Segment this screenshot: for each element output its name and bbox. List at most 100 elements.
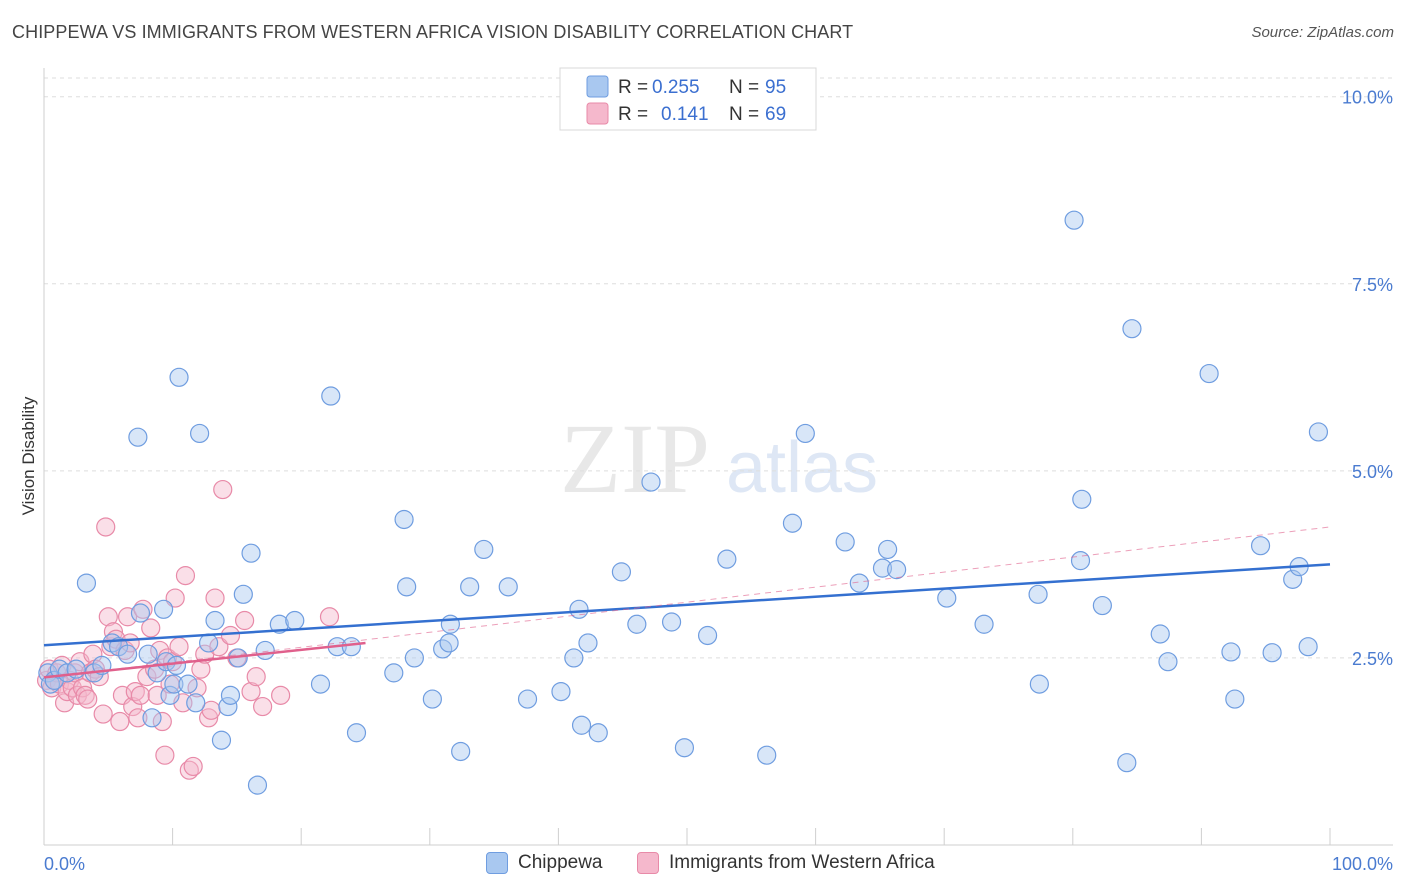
- chippewa-point-84: [1092, 595, 1112, 616]
- chippewa-point-63: [627, 614, 647, 634]
- immigrants-point-22: [96, 517, 116, 537]
- chippewa-point-64: [641, 472, 661, 492]
- chippewa-point-49: [440, 614, 460, 634]
- legend: R = 0.255 N = 95 R = 0.141 N = 69: [559, 67, 817, 131]
- chippewa-point-56: [551, 681, 571, 702]
- chippewa-point-39: [321, 386, 341, 406]
- chippewa-point-85: [1122, 319, 1142, 339]
- immigrants-point-30: [117, 607, 138, 627]
- source-credit: Source: ZipAtlas.com: [1251, 24, 1394, 41]
- immigrants-point-59: [209, 637, 229, 657]
- chippewa-point-61: [588, 723, 608, 743]
- chippewa-point-74: [872, 558, 893, 578]
- chart-title: CHIPPEWA VS IMMIGRANTS FROM WESTERN AFRI…: [12, 22, 854, 42]
- y-tick-label-3: 10.0%: [1342, 88, 1393, 108]
- immigrants-point-34: [128, 708, 148, 728]
- immigrants-point-51: [179, 760, 199, 780]
- immigrants-point-21: [93, 704, 113, 724]
- chippewa-point-96: [1298, 637, 1318, 657]
- y-axis-tick-labels: 2.5% 5.0% 7.5% 10.0%: [1342, 88, 1393, 669]
- y-tick-label-0: 2.5%: [1352, 649, 1393, 669]
- chippewa-point-17: [153, 599, 174, 619]
- legend-r-label-immigrants: R =: [618, 104, 648, 125]
- immigrants-point-67: [271, 685, 291, 705]
- chippewa-point-73: [849, 573, 869, 593]
- bottom-legend-label-immigrants: Immigrants from Western Africa: [669, 852, 935, 873]
- chippewa-point-14: [138, 644, 158, 664]
- chippewa-point-11: [117, 644, 138, 664]
- chippewa-point-44: [394, 509, 414, 530]
- immigrants-point-41: [150, 640, 170, 661]
- chippewa-point-19: [160, 685, 180, 705]
- immigrants-point-56: [199, 708, 219, 728]
- x-tick-label-max: 100.0%: [1332, 854, 1393, 874]
- chippewa-point-29: [218, 696, 238, 717]
- legend-swatch-chippewa: [586, 75, 609, 98]
- chippewa-point-28: [211, 730, 232, 750]
- immigrants-point-38: [141, 618, 161, 638]
- chippewa-point-88: [1158, 652, 1178, 672]
- immigrants-point-63: [235, 610, 255, 631]
- trend-line-chippewa: [43, 563, 1331, 647]
- chippewa-point-68: [717, 549, 737, 569]
- chippewa-point-89: [1199, 363, 1219, 384]
- chippewa-point-66: [674, 738, 695, 758]
- chippewa-point-37: [285, 610, 305, 631]
- immigrants-point-48: [169, 637, 189, 657]
- chippewa-point-41: [341, 637, 361, 657]
- chippewa-point-26: [199, 633, 219, 653]
- chippewa-point-91: [1225, 689, 1245, 709]
- x-axis-ticks: [43, 828, 1331, 845]
- immigrants-point-47: [165, 588, 185, 608]
- chippewa-point-55: [517, 689, 538, 709]
- chippewa-point-52: [460, 577, 480, 597]
- series-immigrants-points: [36, 479, 340, 780]
- immigrants-point-8: [57, 681, 77, 702]
- chippewa-point-1: [40, 674, 61, 694]
- chippewa-point-59: [571, 715, 592, 735]
- chippewa-point-6: [76, 573, 97, 593]
- bottom-legend-item-chippewa: Chippewa: [486, 852, 603, 874]
- chippewa-point-35: [255, 640, 275, 661]
- chippewa-point-80: [1028, 584, 1048, 604]
- immigrants-point-52: [183, 756, 203, 777]
- chippewa-point-97: [1308, 422, 1329, 442]
- chippewa-point-47: [422, 689, 442, 709]
- chippewa-point-21: [166, 655, 187, 676]
- chippewa-point-33: [241, 543, 261, 563]
- chippewa-point-20: [164, 674, 184, 694]
- legend-n-label-immigrants: N =: [729, 104, 759, 125]
- chippewa-point-90: [1221, 642, 1241, 662]
- immigrants-point-58: [205, 588, 225, 608]
- immigrants-point-23: [98, 607, 118, 627]
- chippewa-point-86: [1117, 753, 1137, 773]
- trend-lines: [43, 526, 1331, 679]
- immigrants-point-37: [137, 667, 157, 687]
- bottom-legend-swatch-immigrants: [637, 852, 659, 874]
- chippewa-point-51: [451, 741, 471, 762]
- chippewa-point-24: [186, 693, 206, 713]
- legend-r-value-immigrants: 0.141: [661, 104, 709, 125]
- chippewa-point-23: [178, 674, 198, 694]
- chippewa-point-50: [439, 633, 459, 653]
- watermark: ZIP atlas: [560, 403, 878, 514]
- immigrants-point-16: [78, 689, 98, 709]
- series-chippewa-points: [38, 210, 1329, 795]
- chippewa-point-57: [564, 648, 584, 668]
- immigrants-point-60: [213, 479, 233, 500]
- trend-line-immigrants: [43, 641, 366, 679]
- chippewa-point-38: [310, 674, 331, 694]
- chippewa-point-76: [887, 560, 907, 580]
- legend-n-value-chippewa: 95: [765, 77, 786, 98]
- chippewa-point-75: [878, 539, 898, 560]
- chippewa-point-12: [128, 427, 148, 447]
- legend-n-label-chippewa: N =: [729, 77, 759, 98]
- chippewa-point-45: [397, 577, 417, 597]
- x-tick-label-min: 0.0%: [44, 854, 85, 874]
- chippewa-point-53: [474, 539, 494, 560]
- chippewa-point-93: [1262, 643, 1282, 663]
- legend-r-value-chippewa: 0.255: [652, 77, 700, 98]
- chippewa-point-25: [190, 423, 210, 444]
- chippewa-point-87: [1150, 624, 1170, 644]
- axes: [43, 68, 1393, 846]
